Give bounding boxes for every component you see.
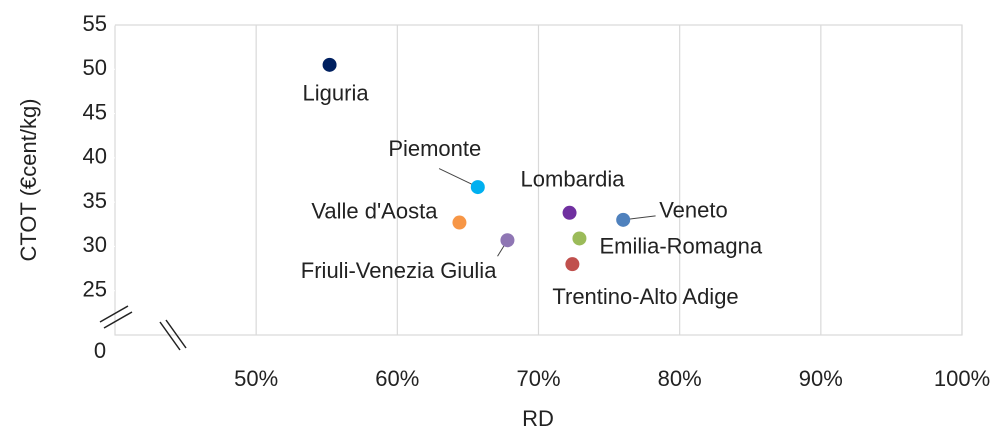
y-tick-label: 45 — [83, 99, 107, 124]
x-tick-label: 50% — [234, 366, 278, 391]
x-axis-title: RD — [522, 406, 554, 431]
point — [572, 231, 587, 246]
point — [500, 233, 515, 248]
point — [562, 205, 577, 220]
y-tick-label: 50 — [83, 55, 107, 80]
point-label: Veneto — [659, 198, 728, 223]
y-tick-label: 55 — [83, 11, 107, 36]
y-tick-label: 40 — [83, 144, 107, 169]
point — [616, 212, 631, 227]
y-axis-title: CTOT (€cent/kg) — [16, 98, 41, 261]
point — [322, 57, 337, 72]
x-tick-label: 60% — [375, 366, 419, 391]
axis-breaks — [99, 305, 187, 351]
point — [565, 257, 580, 272]
origin-label: 0 — [94, 338, 106, 363]
point — [452, 215, 467, 230]
point — [470, 180, 485, 195]
point-label: Friuli-Venezia Giulia — [301, 258, 497, 283]
point-label: Lombardia — [521, 167, 626, 192]
y-tick-label: 35 — [83, 188, 107, 213]
point-label: Piemonte — [388, 136, 481, 161]
x-tick-label: 70% — [516, 366, 560, 391]
point-label: Liguria — [303, 81, 370, 106]
point-label: Valle d'Aosta — [311, 198, 438, 223]
x-tick-label: 100% — [934, 366, 990, 391]
leader-line — [438, 168, 479, 188]
y-tick-label: 25 — [83, 277, 107, 302]
x-tick-label: 80% — [658, 366, 702, 391]
y-tick-label: 30 — [83, 232, 107, 257]
point-label: Trentino-Alto Adige — [552, 284, 738, 309]
x-tick-label: 90% — [799, 366, 843, 391]
point-label: Emilia-Romagna — [599, 233, 762, 258]
